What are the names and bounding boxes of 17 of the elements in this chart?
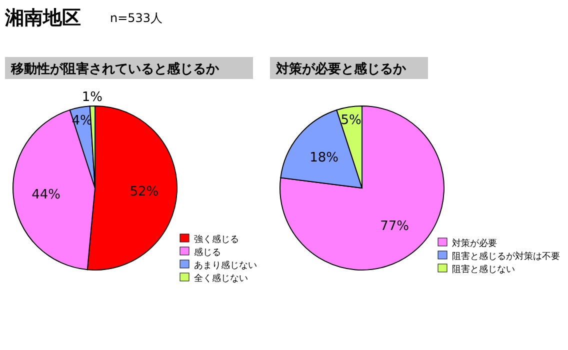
legend-label: 対策が必要 [452, 238, 497, 249]
legend-label: 阻害と感じるが対策は不要 [452, 251, 560, 262]
data-label: 18% [310, 150, 339, 166]
text: n=533人 [110, 11, 163, 25]
legend-label: あまり感じない [194, 260, 257, 271]
legend-label: 強く感じる [194, 234, 239, 245]
data-label: 44% [32, 187, 61, 202]
data-label: 77% [380, 218, 409, 234]
legend-label: 全く感じない [194, 273, 248, 284]
data-label: 1% [82, 90, 102, 106]
chart-title: 対策が必要と感じるか [275, 61, 407, 77]
text: 湘南地区 [4, 7, 81, 29]
chart-title: 移動性が阻害されていると感じるか [10, 61, 220, 77]
data-label: 5% [340, 113, 362, 128]
legend-label: 感じる [194, 247, 221, 258]
legend-label: 阻害と感じない [452, 264, 515, 275]
data-label: 52% [130, 184, 159, 200]
